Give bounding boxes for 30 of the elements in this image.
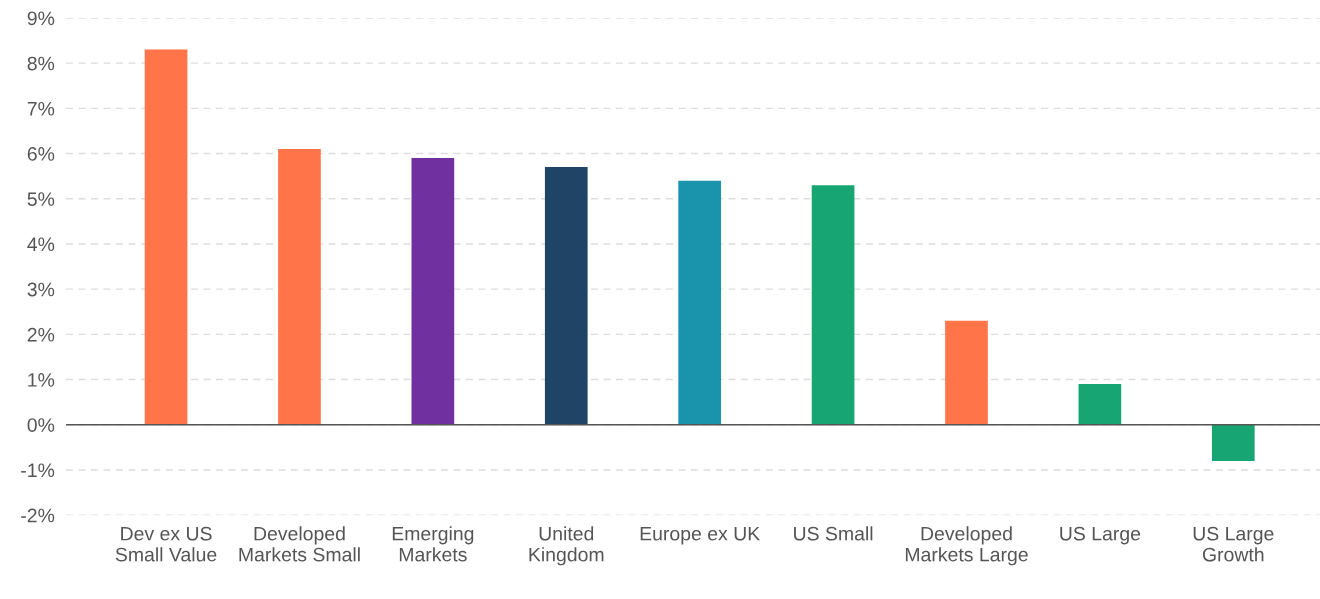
x-tick-label: Europe ex UK — [640, 526, 760, 545]
bar — [678, 180, 722, 425]
x-tick-label: US Large Growth — [1193, 526, 1274, 562]
bar — [945, 320, 988, 425]
x-tick-label: Developed Markets Large — [905, 526, 1028, 566]
y-tick-label: -1% — [21, 463, 55, 478]
x-tick-label: US Large — [1060, 526, 1141, 545]
x-tick-label: Emerging Markets — [392, 526, 474, 562]
y-tick-label: 4% — [27, 237, 55, 252]
y-tick-label: 3% — [27, 282, 55, 297]
y-tick-label: 5% — [27, 192, 55, 206]
bar — [1211, 424, 1255, 461]
bar — [411, 158, 455, 425]
y-tick-label: 9% — [27, 11, 55, 26]
y-tick-label: 8% — [27, 56, 55, 71]
bar — [144, 49, 188, 425]
bar — [278, 149, 321, 425]
bar — [544, 167, 588, 425]
x-tick-label: US Small — [794, 526, 873, 541]
x-tick-label: United Kingdom — [529, 526, 604, 566]
y-tick-label: 7% — [27, 101, 55, 116]
y-tick-label: 6% — [27, 147, 55, 161]
bar — [811, 185, 855, 425]
y-tick-label: 1% — [28, 373, 55, 387]
x-tick-label: Developed Markets Small — [239, 526, 360, 562]
x-tick-label: Dev ex US Small Value — [115, 526, 217, 562]
bar — [1078, 384, 1122, 425]
y-tick-label: 0% — [27, 418, 55, 432]
y-tick-label: 2% — [27, 327, 55, 342]
y-tick-label: -2% — [21, 508, 55, 523]
